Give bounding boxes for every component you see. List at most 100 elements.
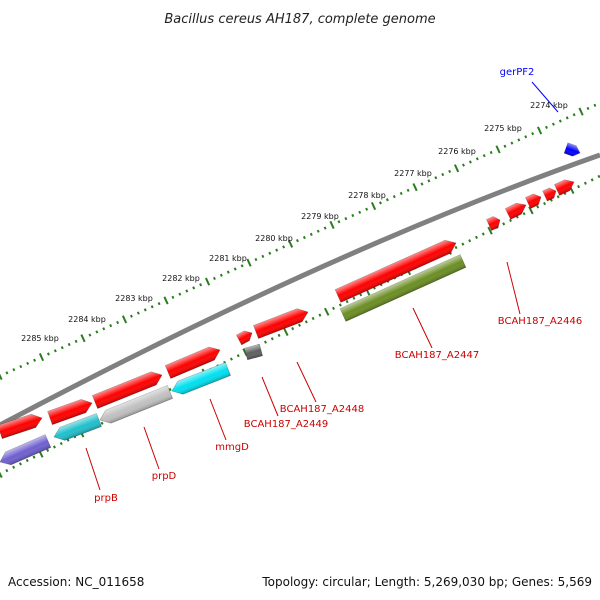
gene-label[interactable]: BCAH187_A2449	[244, 419, 328, 430]
ruler-tick	[590, 178, 594, 182]
ruler-tick	[60, 346, 64, 350]
ruler-tick	[263, 340, 267, 344]
gene-arrow[interactable]	[0, 434, 52, 469]
gene-arrow[interactable]	[47, 396, 95, 425]
ruler-tick	[454, 245, 458, 250]
ruler-tick	[481, 232, 485, 236]
ruler-tick	[556, 195, 560, 199]
ruler-tick	[309, 232, 313, 236]
ruler-label: 2277 kbp	[394, 169, 432, 178]
ruler-tick	[66, 438, 70, 442]
ruler-tick	[136, 311, 140, 315]
ruler-label: 2276 kbp	[438, 147, 476, 156]
gene-arrow[interactable]	[253, 305, 310, 339]
gene-arrow[interactable]	[486, 215, 503, 231]
ruler-tick	[5, 469, 9, 473]
gene-leader-line	[143, 426, 160, 470]
ruler-label: 2279 kbp	[301, 212, 339, 221]
gene-arrow[interactable]	[0, 411, 44, 440]
gene-arrow[interactable]	[169, 362, 231, 397]
ruler-tick	[448, 169, 452, 174]
ruler-tick	[324, 307, 330, 316]
gene-arrow[interactable]	[542, 186, 559, 202]
gene-arrow[interactable]	[525, 192, 543, 209]
ruler-tick	[95, 330, 99, 334]
gene-leader-line	[531, 81, 559, 113]
ruler-tick	[52, 445, 56, 449]
gene-arrow[interactable]	[235, 328, 254, 346]
ruler-tick	[487, 226, 493, 235]
gene-label[interactable]: prpD	[152, 471, 177, 482]
ruler-tick	[116, 320, 120, 325]
gene-label[interactable]: mmgD	[215, 442, 249, 453]
ruler-tick	[323, 226, 327, 230]
ruler-tick	[420, 182, 424, 186]
ruler-tick	[233, 267, 237, 271]
gene-leader-line	[412, 307, 433, 349]
ruler-tick	[536, 205, 540, 209]
ruler-labels: 2274 kbp 2275 kbp 2276 kbp 2277 kbp 2278 kbp…	[21, 101, 568, 343]
ruler-tick	[143, 308, 147, 312]
gene-arrow[interactable]	[52, 413, 102, 443]
ruler-tick	[229, 357, 233, 361]
ruler-tick	[586, 106, 590, 111]
ruler-tick	[185, 289, 189, 293]
ruler-tick	[399, 191, 403, 196]
ruler-tick	[572, 113, 576, 117]
gene-arrow[interactable]	[91, 369, 164, 409]
gene-arrow[interactable]	[164, 344, 222, 379]
ruler-tick	[25, 458, 29, 463]
gene-arrow[interactable]	[339, 254, 467, 322]
gene-leader-line	[506, 261, 521, 315]
ruler-tick	[80, 334, 86, 343]
gene-leader-line	[209, 398, 227, 441]
ruler-tick	[392, 194, 396, 199]
ruler-tick	[453, 164, 460, 173]
genome-summary: Topology: circular; Length: 5,269,030 bp…	[261, 575, 592, 589]
ruler-tick	[524, 135, 528, 139]
ruler-tick	[543, 201, 547, 206]
ruler-tick	[88, 333, 92, 337]
ruler-tick	[157, 302, 161, 306]
ruler-tick	[26, 361, 30, 366]
ruler-tick	[351, 213, 355, 218]
ruler-tick	[545, 125, 548, 129]
gene-label[interactable]: gerPF2	[500, 67, 535, 78]
ruler-tick	[0, 471, 3, 479]
ruler-tick	[18, 462, 22, 466]
gene-label[interactable]: BCAH187_A2446	[498, 316, 582, 327]
ruler-tick	[565, 116, 569, 120]
ruler-label: 2278 kbp	[348, 191, 386, 200]
ruler-tick	[150, 305, 154, 309]
gene-arrow[interactable]	[563, 142, 582, 158]
ruler-tick	[537, 126, 543, 135]
gene-arrow[interactable]	[244, 343, 263, 361]
ruler-tick	[102, 327, 106, 331]
ruler-tick	[316, 229, 320, 233]
ruler-tick	[261, 254, 265, 258]
gene-label[interactable]: prpB	[94, 493, 118, 504]
map-title: Bacillus cereus AH187, complete genome	[164, 12, 435, 27]
ruler-tick	[329, 220, 335, 229]
ruler-tick	[311, 316, 315, 321]
ruler-tick	[522, 212, 526, 216]
gene-label[interactable]: BCAH187_A2448	[280, 404, 364, 415]
ruler-tick	[502, 222, 506, 226]
ruler-tick	[468, 239, 472, 243]
ruler-tick	[204, 277, 211, 286]
ruler-tick	[268, 251, 272, 255]
ruler-tick	[515, 215, 519, 219]
gene-arrow[interactable]	[554, 177, 576, 196]
gene-arrow[interactable]	[504, 200, 528, 220]
gene-arrow[interactable]	[334, 237, 459, 303]
ruler-tick	[379, 201, 382, 205]
ruler-tick	[365, 207, 369, 211]
ruler-tick	[412, 183, 418, 192]
ruler-tick	[283, 327, 289, 337]
gene-arrow[interactable]	[97, 385, 173, 427]
gene-label[interactable]: BCAH187_A2447	[395, 350, 479, 361]
ruler-tick	[578, 107, 584, 116]
ruler-tick	[406, 188, 410, 192]
ruler-tick	[359, 293, 363, 297]
